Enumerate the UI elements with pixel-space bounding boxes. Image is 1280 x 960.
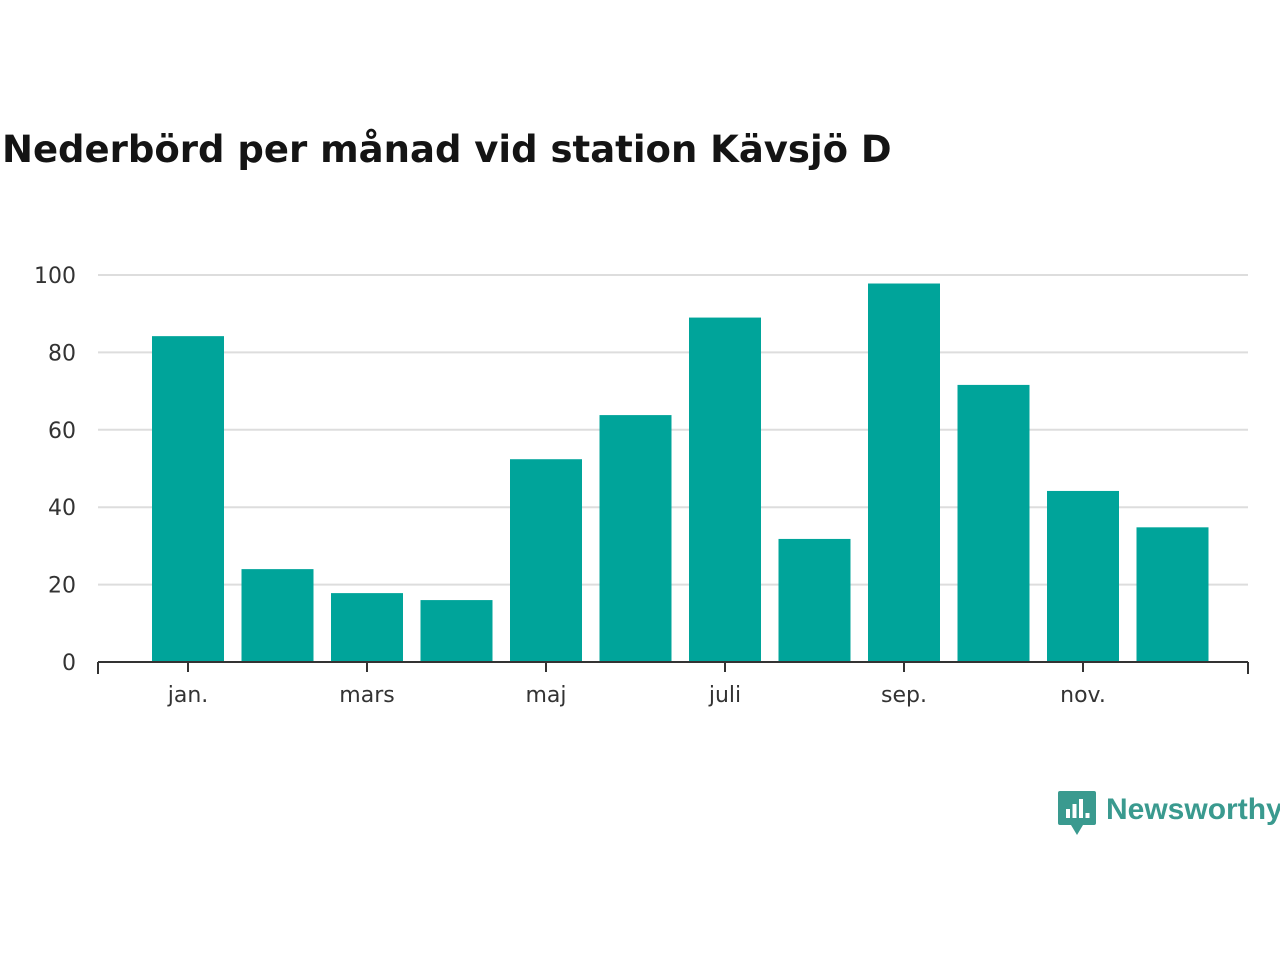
y-tick-label: 0 (62, 651, 76, 676)
bar (241, 569, 314, 662)
x-tick-label: nov. (1060, 683, 1106, 708)
x-tick-label: mars (339, 683, 394, 708)
bar (957, 384, 1030, 662)
chart-title: Nederbörd per månad vid station Kävsjö D (2, 128, 892, 171)
newsworthy-logo: Newsworthy (1058, 790, 1280, 838)
bars (152, 283, 1209, 662)
brand-name: Newsworthy (1106, 793, 1280, 826)
y-tick-label: 20 (48, 574, 76, 599)
bar-chart-speech-icon (1058, 791, 1096, 835)
bar (599, 415, 672, 662)
bar (868, 283, 940, 662)
bar (689, 317, 761, 662)
x-tick-labels: jan. mars maj juli sep. nov. (167, 683, 1106, 708)
bar (1047, 490, 1119, 662)
x-tick-label: maj (525, 683, 566, 708)
y-tick-label: 100 (34, 264, 76, 289)
bar (778, 538, 851, 662)
bar (1136, 527, 1209, 662)
axes (97, 661, 1249, 674)
y-tick-label: 60 (48, 419, 76, 444)
x-tick-label: jan. (167, 683, 209, 708)
y-tick-label: 80 (48, 341, 76, 366)
x-tick-label: sep. (881, 683, 927, 708)
bar (420, 600, 493, 662)
bar (510, 459, 582, 662)
x-tick-label: juli (708, 683, 741, 708)
bar (152, 336, 224, 662)
y-tick-labels: 0 20 40 60 80 100 (34, 264, 76, 676)
bar (331, 593, 403, 662)
y-tick-label: 40 (48, 496, 76, 521)
